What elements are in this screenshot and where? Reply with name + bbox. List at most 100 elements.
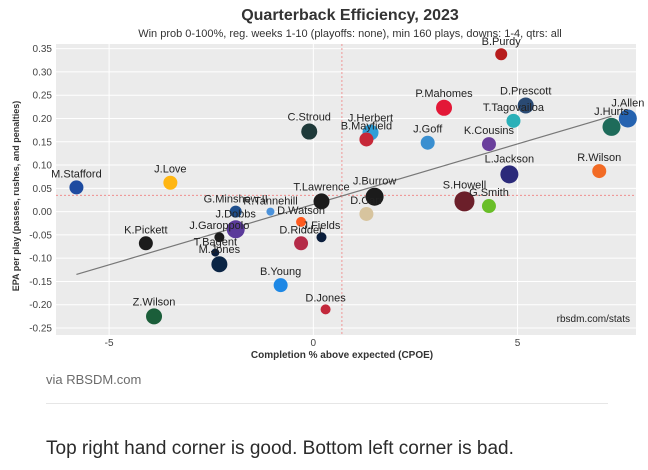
plot-panel [56, 44, 636, 335]
qb-efficiency-figure: Quarterback Efficiency, 2023 Win prob 0-… [11, 7, 644, 361]
point-marker [481, 137, 496, 152]
point-marker [359, 132, 374, 147]
point-marker [266, 207, 275, 216]
point-label: J.Herbert [348, 112, 393, 124]
y-tick-label: -0.05 [29, 230, 52, 241]
y-tick-label: -0.25 [29, 324, 52, 335]
chart-title: Quarterback Efficiency, 2023 [241, 7, 459, 24]
point-marker [316, 232, 327, 243]
point-label: G.Minshew II [204, 194, 268, 206]
point-marker [495, 48, 508, 61]
point-label: D.Prescott [500, 85, 551, 97]
y-tick-label: -0.15 [29, 277, 52, 288]
point-label: C.Stroud [288, 112, 331, 124]
y-tick-label: 0.00 [33, 207, 53, 218]
y-tick-label: 0.30 [33, 67, 53, 78]
point-marker [420, 135, 435, 150]
point-label: M.Stafford [51, 168, 102, 180]
point-label: B.Purdy [482, 36, 522, 48]
y-axis-label: EPA per play (passes, rushes, and penalt… [11, 101, 21, 292]
scatter-chart: Quarterback Efficiency, 2023 Win prob 0-… [11, 7, 644, 361]
point-label: J.Hurts [594, 106, 629, 118]
y-axis-ticks: -0.25 -0.20 -0.15 -0.10 -0.05 0.00 0.05 0.10 0.1… [29, 44, 52, 334]
y-tick-label: 0.05 [33, 184, 53, 195]
point-marker [500, 165, 519, 184]
point-label: Z.Wilson [133, 296, 176, 308]
point-marker [146, 308, 163, 325]
data-points [69, 48, 637, 325]
divider [46, 403, 608, 404]
point-marker [163, 175, 178, 190]
regression-line [76, 115, 612, 276]
point-marker [211, 248, 220, 257]
point-label: D.Ridder [279, 224, 323, 236]
point-label: P.Mahomes [415, 88, 473, 100]
y-tick-label: 0.35 [33, 44, 53, 55]
point-label: J.Garoppolo [189, 220, 249, 232]
point-marker [211, 256, 228, 273]
point-label: D.Watson [277, 205, 325, 217]
point-marker [592, 164, 607, 179]
point-label: J.Burrow [353, 176, 396, 188]
point-label: J.Goff [413, 124, 443, 136]
point-label: D.Carr [350, 195, 383, 207]
body-text: Top right hand corner is good. Bottom le… [46, 438, 514, 459]
point-label: J.Allen [611, 97, 644, 109]
point-label: T.Bagent [194, 237, 237, 249]
point-marker [301, 123, 318, 140]
point-marker [365, 187, 384, 206]
point-marker [296, 216, 307, 227]
point-marker [273, 278, 288, 293]
trend-line [76, 115, 612, 276]
point-marker [69, 180, 84, 195]
point-marker [602, 117, 621, 136]
y-tick-label: 0.20 [33, 114, 53, 125]
point-marker [436, 99, 453, 116]
point-label: J.Fields [303, 220, 341, 232]
x-axis-label: Completion % above expected (CPOE) [251, 350, 433, 361]
point-label: M.Jones [199, 244, 241, 256]
point-label: T.Lawrence [293, 181, 349, 193]
point-marker [359, 206, 374, 221]
point-marker [214, 232, 225, 243]
point-label: S.Howell [443, 179, 486, 191]
x-tick-label: 0 [311, 338, 317, 349]
point-marker [454, 191, 475, 212]
point-marker [138, 236, 153, 251]
y-tick-label: 0.10 [33, 161, 53, 172]
y-tick-label: 0.15 [33, 137, 53, 148]
point-label: D.Jones [305, 292, 346, 304]
y-tick-label: -0.10 [29, 254, 52, 265]
point-marker [229, 205, 242, 218]
point-label: B.Young [260, 266, 301, 278]
point-marker [481, 199, 496, 214]
point-label: K.Cousins [464, 125, 515, 137]
point-label: L.Jackson [485, 153, 535, 165]
point-label: J.Dobbs [216, 208, 257, 220]
point-marker [517, 97, 534, 114]
point-marker [506, 113, 521, 128]
point-marker [313, 193, 330, 210]
chart-subtitle: Win prob 0-100%, reg. weeks 1-10 (playof… [138, 28, 562, 40]
point-labels: B.Purdy P.Mahomes D.Prescott J.AllenJ.Hurts… [51, 36, 644, 308]
point-label: K.Pickett [124, 224, 167, 236]
x-tick-label: -5 [105, 338, 114, 349]
y-tick-label: 0.25 [33, 91, 53, 102]
point-marker [320, 304, 331, 315]
point-label: G.Smith [469, 187, 509, 199]
image-caption: via RBSDM.com [46, 372, 142, 387]
point-label: R.Wilson [577, 152, 621, 164]
point-label: J.Love [154, 164, 186, 176]
point-label: B.Mayfield [341, 120, 392, 132]
gridlines [56, 44, 636, 335]
y-tick-label: -0.20 [29, 300, 52, 311]
point-label: T.Tagovailoa [483, 102, 545, 114]
plot-background [56, 44, 636, 335]
x-tick-label: 5 [515, 338, 521, 349]
source-credit: rbsdm.com/stats [557, 314, 630, 325]
point-marker [618, 109, 637, 128]
point-label: R.Tannehill [243, 196, 297, 208]
point-marker [294, 236, 309, 251]
point-marker [226, 220, 245, 239]
x-axis-ticks: -5 0 5 [105, 338, 521, 349]
